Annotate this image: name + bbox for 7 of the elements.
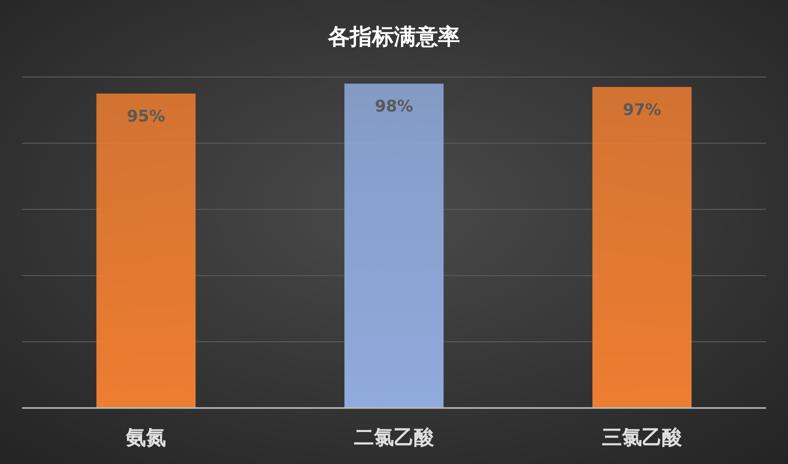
- x-tick-label: 三氯乙酸: [602, 425, 683, 449]
- chart-title: 各指标满意率: [327, 24, 460, 50]
- data-label: 98%: [374, 96, 414, 116]
- x-tick-label: 氨氮: [125, 425, 166, 449]
- data-label: 95%: [126, 106, 166, 126]
- data-label: 97%: [622, 100, 662, 119]
- x-tick-label: 二氯乙酸: [354, 425, 435, 449]
